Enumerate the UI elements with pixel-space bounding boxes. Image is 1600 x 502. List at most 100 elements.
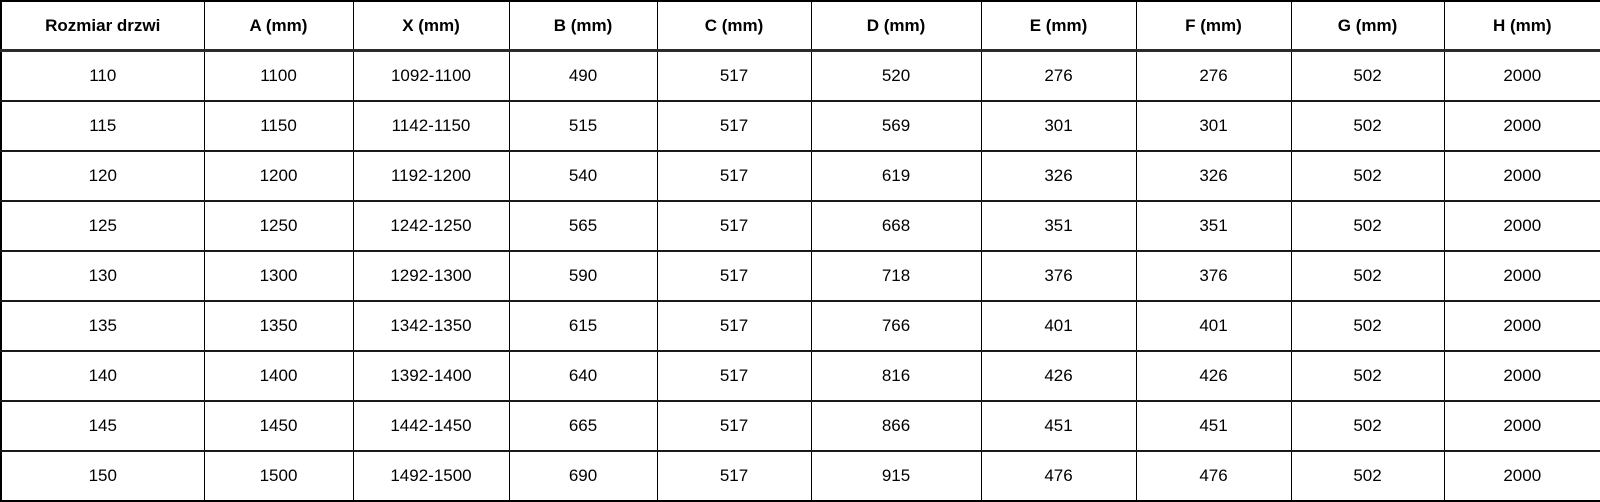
column-header: X (mm) bbox=[352, 0, 510, 52]
table-cell: 490 bbox=[508, 49, 658, 102]
table-cell: 502 bbox=[1290, 400, 1445, 452]
table-header-row: Rozmiar drzwi A (mm) X (mm) B (mm) C (mm) D (… bbox=[0, 0, 1600, 52]
table-cell: 351 bbox=[980, 200, 1137, 252]
table-cell: 301 bbox=[1135, 100, 1292, 152]
table-cell: 502 bbox=[1290, 250, 1445, 302]
table-row: 120 1200 1192-1200 540 517 619 326 326 502 2000 bbox=[0, 150, 1600, 202]
table-cell: 866 bbox=[810, 400, 982, 452]
column-header: F (mm) bbox=[1135, 0, 1292, 52]
table-cell: 520 bbox=[810, 49, 982, 102]
table-cell: 517 bbox=[656, 250, 812, 302]
table-cell: 1342-1350 bbox=[352, 300, 510, 352]
table-cell: 1292-1300 bbox=[352, 250, 510, 302]
table-cell: 426 bbox=[980, 350, 1137, 402]
table-cell: 615 bbox=[508, 300, 658, 352]
table-cell: 1400 bbox=[203, 350, 354, 402]
table-cell: 565 bbox=[508, 200, 658, 252]
table-cell: 401 bbox=[980, 300, 1137, 352]
table-row: 125 1250 1242-1250 565 517 668 351 351 502 2000 bbox=[0, 200, 1600, 252]
column-header: D (mm) bbox=[810, 0, 982, 52]
table-cell: 130 bbox=[0, 250, 205, 302]
table-cell: 517 bbox=[656, 300, 812, 352]
table-header: Rozmiar drzwi A (mm) X (mm) B (mm) C (mm) D (… bbox=[0, 0, 1600, 52]
table-cell: 502 bbox=[1290, 200, 1445, 252]
table-cell: 1350 bbox=[203, 300, 354, 352]
table-row: 145 1450 1442-1450 665 517 866 451 451 502 2000 bbox=[0, 400, 1600, 452]
table-cell: 2000 bbox=[1443, 150, 1600, 202]
table-cell: 120 bbox=[0, 150, 205, 202]
table-cell: 517 bbox=[656, 400, 812, 452]
table-cell: 718 bbox=[810, 250, 982, 302]
table-row: 140 1400 1392-1400 640 517 816 426 426 502 2000 bbox=[0, 350, 1600, 402]
table-cell: 376 bbox=[1135, 250, 1292, 302]
table-cell: 569 bbox=[810, 100, 982, 152]
table-cell: 376 bbox=[980, 250, 1137, 302]
table-cell: 2000 bbox=[1443, 200, 1600, 252]
table-cell: 665 bbox=[508, 400, 658, 452]
table-cell: 351 bbox=[1135, 200, 1292, 252]
column-header: B (mm) bbox=[508, 0, 658, 52]
table-cell: 1442-1450 bbox=[352, 400, 510, 452]
table-cell: 502 bbox=[1290, 300, 1445, 352]
table-cell: 1450 bbox=[203, 400, 354, 452]
table-cell: 145 bbox=[0, 400, 205, 452]
table-cell: 150 bbox=[0, 450, 205, 502]
table-cell: 502 bbox=[1290, 350, 1445, 402]
table-cell: 326 bbox=[980, 150, 1137, 202]
table-cell: 401 bbox=[1135, 300, 1292, 352]
table-cell: 517 bbox=[656, 450, 812, 502]
table-cell: 690 bbox=[508, 450, 658, 502]
table-cell: 1150 bbox=[203, 100, 354, 152]
table-cell: 1250 bbox=[203, 200, 354, 252]
table-cell: 451 bbox=[1135, 400, 1292, 452]
table-row: 110 1100 1092-1100 490 517 520 276 276 502 2000 bbox=[0, 49, 1600, 102]
table-cell: 517 bbox=[656, 150, 812, 202]
table-row: 115 1150 1142-1150 515 517 569 301 301 502 2000 bbox=[0, 100, 1600, 152]
table-cell: 140 bbox=[0, 350, 205, 402]
table-row: 135 1350 1342-1350 615 517 766 401 401 502 2000 bbox=[0, 300, 1600, 352]
table-cell: 502 bbox=[1290, 100, 1445, 152]
table-cell: 426 bbox=[1135, 350, 1292, 402]
column-header: G (mm) bbox=[1290, 0, 1445, 52]
table-cell: 1392-1400 bbox=[352, 350, 510, 402]
table-body: 110 1100 1092-1100 490 517 520 276 276 502 2000 11… bbox=[0, 49, 1600, 502]
table-cell: 276 bbox=[980, 49, 1137, 102]
table-cell: 125 bbox=[0, 200, 205, 252]
column-header: H (mm) bbox=[1443, 0, 1600, 52]
table-cell: 668 bbox=[810, 200, 982, 252]
table-cell: 1192-1200 bbox=[352, 150, 510, 202]
table-cell: 1100 bbox=[203, 49, 354, 102]
table-cell: 476 bbox=[1135, 450, 1292, 502]
column-header: Rozmiar drzwi bbox=[0, 0, 205, 52]
table-cell: 276 bbox=[1135, 49, 1292, 102]
table-cell: 135 bbox=[0, 300, 205, 352]
table-cell: 1500 bbox=[203, 450, 354, 502]
table-cell: 502 bbox=[1290, 450, 1445, 502]
table-cell: 326 bbox=[1135, 150, 1292, 202]
table-cell: 540 bbox=[508, 150, 658, 202]
table-cell: 619 bbox=[810, 150, 982, 202]
table-cell: 515 bbox=[508, 100, 658, 152]
table-cell: 1200 bbox=[203, 150, 354, 202]
table-cell: 766 bbox=[810, 300, 982, 352]
table-cell: 451 bbox=[980, 400, 1137, 452]
column-header: A (mm) bbox=[203, 0, 354, 52]
table-cell: 115 bbox=[0, 100, 205, 152]
table-cell: 301 bbox=[980, 100, 1137, 152]
table-cell: 517 bbox=[656, 200, 812, 252]
table-cell: 1142-1150 bbox=[352, 100, 510, 152]
table-cell: 2000 bbox=[1443, 400, 1600, 452]
table-cell: 502 bbox=[1290, 49, 1445, 102]
table-cell: 1242-1250 bbox=[352, 200, 510, 252]
column-header: E (mm) bbox=[980, 0, 1137, 52]
table-cell: 2000 bbox=[1443, 100, 1600, 152]
table-cell: 816 bbox=[810, 350, 982, 402]
table-cell: 517 bbox=[656, 49, 812, 102]
table-cell: 2000 bbox=[1443, 450, 1600, 502]
table-cell: 517 bbox=[656, 100, 812, 152]
table-row: 150 1500 1492-1500 690 517 915 476 476 502 2000 bbox=[0, 450, 1600, 502]
table-cell: 915 bbox=[810, 450, 982, 502]
table-cell: 2000 bbox=[1443, 350, 1600, 402]
table-cell: 2000 bbox=[1443, 250, 1600, 302]
